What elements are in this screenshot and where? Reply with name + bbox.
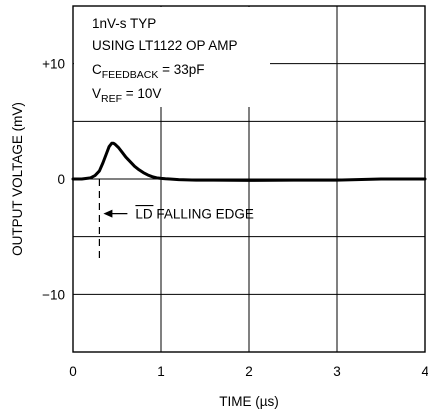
x-tick-label: 4 xyxy=(421,364,428,379)
x-tick-label: 3 xyxy=(333,364,341,379)
x-tick-label: 1 xyxy=(157,364,165,379)
vref-subscript: REF xyxy=(101,93,122,105)
series-layer xyxy=(71,141,427,182)
cfeedback-subscript: FEEDBACK xyxy=(102,69,159,81)
series-line-0 xyxy=(71,141,427,182)
falling-edge-arrow-head xyxy=(103,209,113,218)
cfeedback-symbol: C xyxy=(92,62,102,77)
y-tick-labels: +10 0 −10 xyxy=(42,57,65,303)
x-axis-title: TIME (µs) xyxy=(219,394,279,409)
annotation-line-cfeedback: CFEEDBACK = 33pF xyxy=(92,62,205,81)
x-tick-label: 0 xyxy=(69,364,77,379)
vref-symbol: V xyxy=(92,86,101,101)
annotation-background xyxy=(74,7,270,107)
annotation-line-vref: VREF = 10V xyxy=(92,86,161,105)
cfeedback-value: = 33pF xyxy=(158,62,204,77)
falling-edge-label-ld: LD xyxy=(135,207,153,222)
y-tick-label: 0 xyxy=(57,172,65,187)
x-tick-labels: 0 1 2 3 4 xyxy=(69,364,428,379)
x-tick-label: 2 xyxy=(245,364,253,379)
annotation-line-opamp: USING LT1122 OP AMP xyxy=(92,38,238,53)
y-tick-label: −10 xyxy=(42,287,65,302)
annotation-line-typ: 1nV-s TYP xyxy=(92,16,156,31)
falling-edge-label: LD FALLING EDGE xyxy=(135,207,254,222)
annotation-note: 1nV-s TYP USING LT1122 OP AMP CFEEDBACK … xyxy=(74,7,270,107)
y-tick-label: +10 xyxy=(42,57,65,72)
falling-edge-label-text: FALLING EDGE xyxy=(153,207,254,222)
vref-value: = 10V xyxy=(122,86,161,101)
y-axis-title: OUTPUT VOLTAGE (mV) xyxy=(10,102,25,256)
